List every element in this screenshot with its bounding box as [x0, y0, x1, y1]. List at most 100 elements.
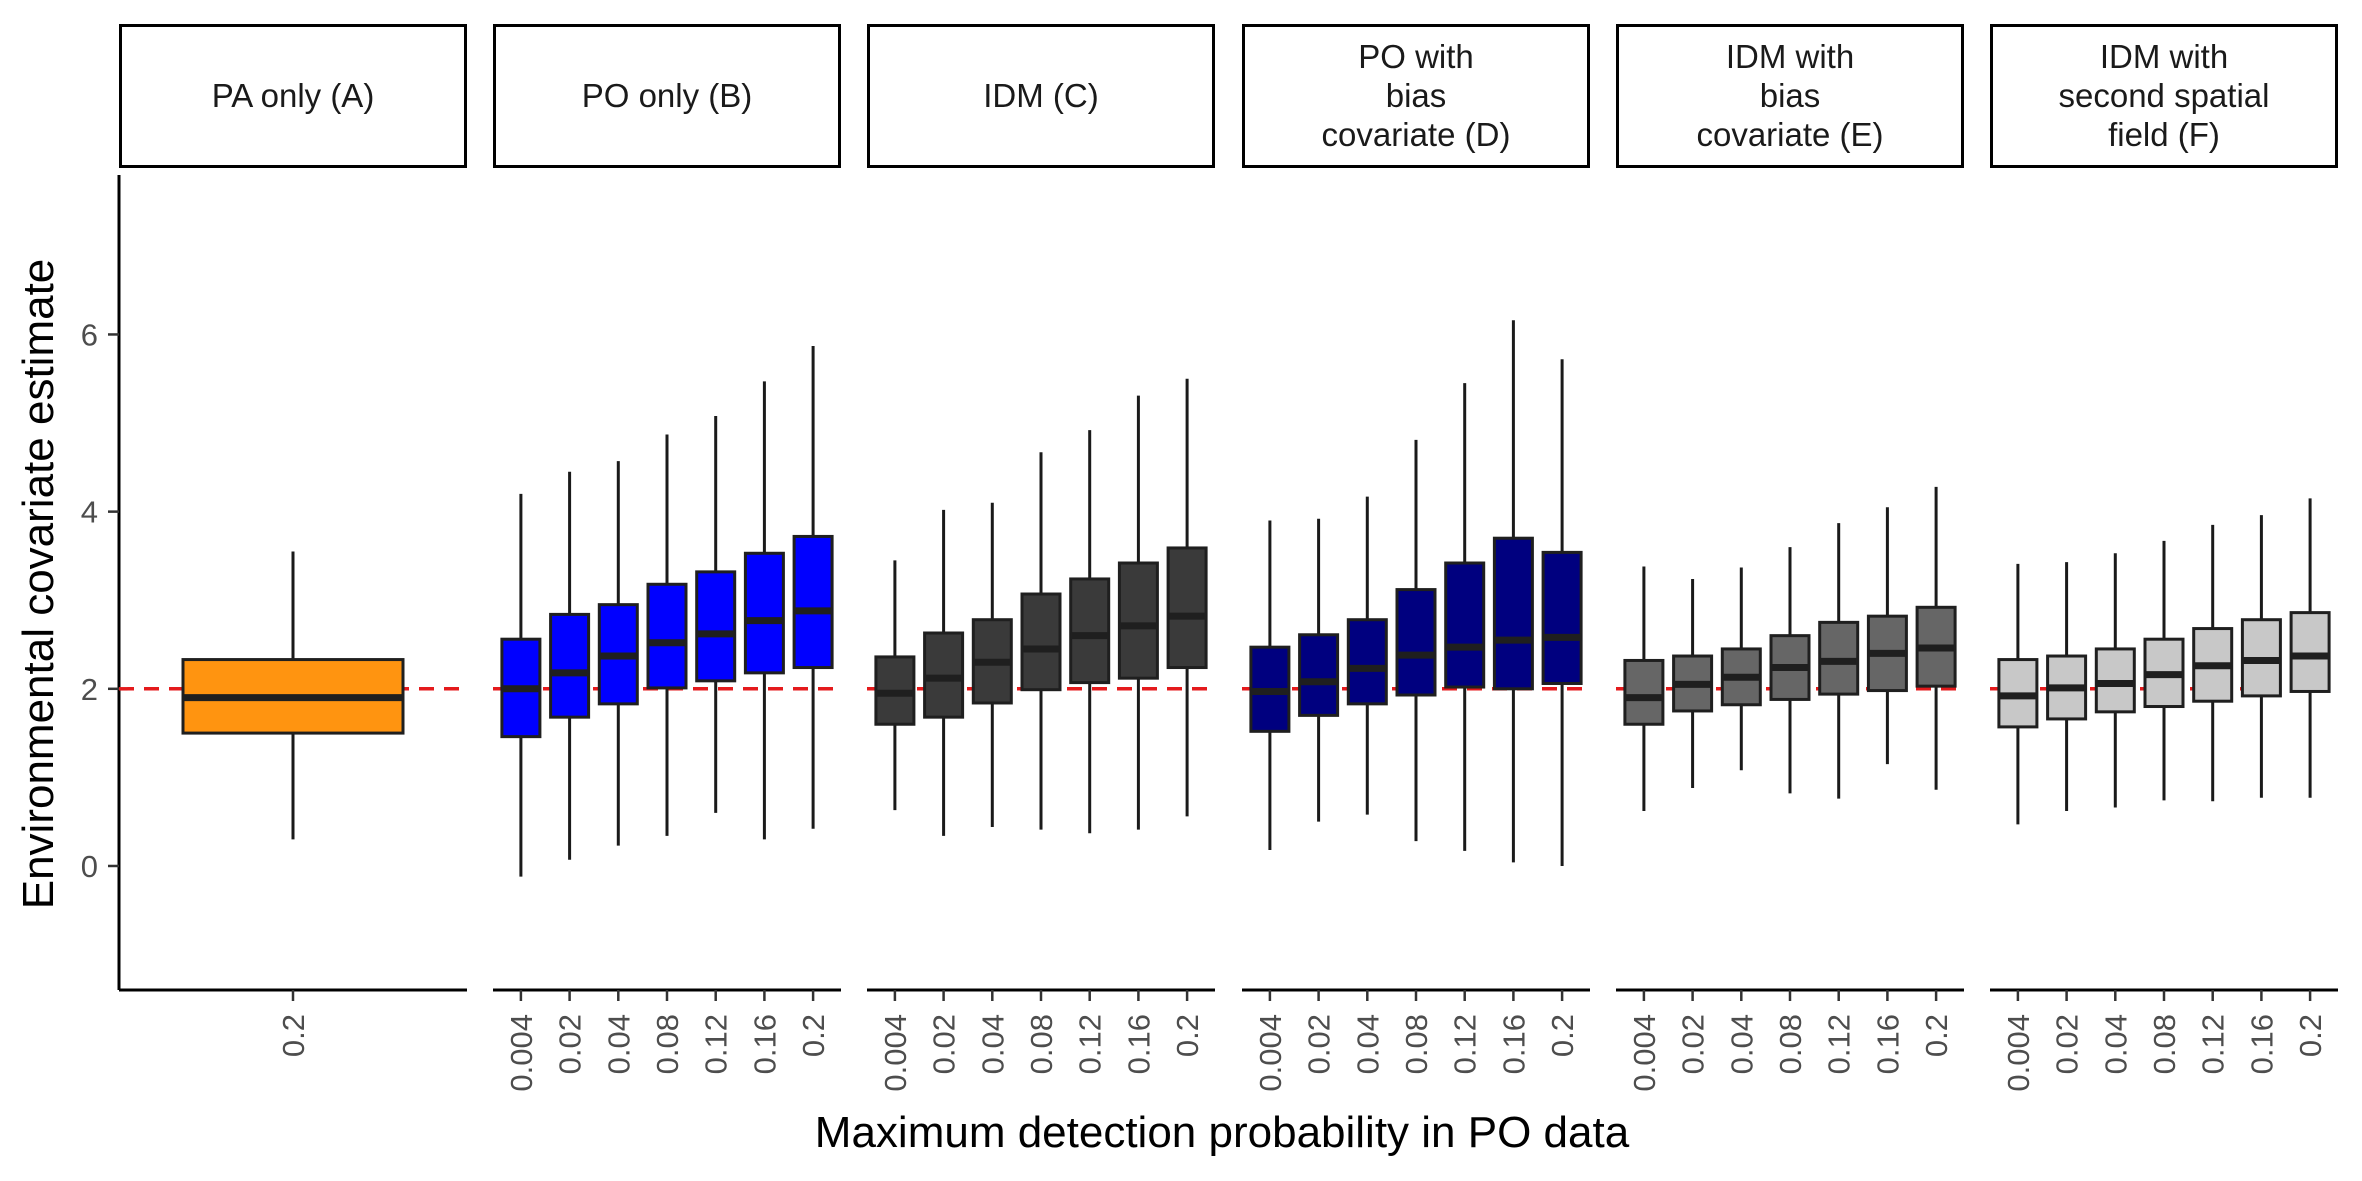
y-axis-title: Environmental covariate estimate: [14, 259, 63, 910]
x-tick-label: 0.08: [1773, 1014, 1808, 1074]
box-item: [1249, 520, 1291, 851]
box-item: [1298, 518, 1340, 822]
box-body: [743, 551, 785, 675]
box-item: [2046, 562, 2088, 812]
box-item: [1915, 486, 1957, 790]
facet-strip-label: covariate (D): [1322, 116, 1511, 153]
box-body: [2289, 611, 2331, 693]
box-item: [2094, 553, 2136, 808]
box-body: [1069, 577, 1111, 685]
x-tick-label: 0.08: [1024, 1014, 1059, 1074]
y-tick-label: 6: [81, 317, 98, 352]
box-item: [1117, 395, 1159, 830]
x-tick-label: 0.2: [276, 1014, 311, 1057]
box-body: [1395, 588, 1437, 697]
box-item: [1069, 430, 1111, 834]
box-item: [646, 434, 688, 836]
box-item: [1997, 563, 2039, 825]
x-tick-label: 0.2: [2293, 1014, 2328, 1057]
x-tick-label: 0.04: [975, 1014, 1010, 1074]
box-item: [2192, 524, 2234, 802]
y-tick-label: 2: [81, 672, 98, 707]
x-tick-label: 0.12: [699, 1014, 734, 1074]
box-item: [1818, 523, 1860, 799]
x-tick-label: 0.16: [1121, 1014, 1156, 1074]
box-item: [2289, 498, 2331, 798]
x-tick-label: 0.16: [1870, 1014, 1905, 1074]
facet-strip-label: PO only (B): [582, 77, 753, 114]
box-item: [1623, 566, 1665, 812]
box-item: [1769, 547, 1811, 794]
facet-strip-label: second spatial: [2059, 77, 2270, 114]
x-tick-label: 0.2: [1170, 1014, 1205, 1057]
box-item: [181, 551, 405, 840]
facet-strip-label: PO with: [1358, 38, 1474, 75]
x-tick-label: 0.02: [927, 1014, 962, 1074]
box-item: [1444, 383, 1486, 851]
x-tick-label: 0.04: [1350, 1014, 1385, 1074]
box-item: [2143, 540, 2185, 801]
box-item: [1166, 378, 1208, 817]
box-body: [1444, 561, 1486, 689]
facet-strip: [1242, 24, 1590, 168]
x-tick-label: 0.02: [2050, 1014, 2085, 1074]
box-item: [1541, 359, 1583, 866]
facet-strip-label: bias: [1760, 77, 1821, 114]
box-item: [1020, 452, 1062, 830]
facet-strip-label: IDM with: [2100, 38, 2228, 75]
facet-strip-label: IDM (C): [983, 77, 1098, 114]
facet-panel: PA only (A) 0.2: [119, 24, 467, 1057]
box-item: [743, 381, 785, 840]
facet-panel: PO only (B) 0.004 0.02 0.04 0.08 0.12 0.16 0.2: [493, 24, 841, 1092]
facet-strip: [1616, 24, 1964, 168]
facet-panels: 0 2 4 6 PA only (A) 0.2 PO only (B) 0.004 0.02 0.…: [81, 24, 2338, 1092]
box-item: [597, 461, 639, 846]
x-tick-label: 0.004: [1627, 1014, 1662, 1092]
x-tick-label: 0.12: [1073, 1014, 1108, 1074]
y-tick-label: 4: [81, 495, 98, 530]
x-tick-label: 0.02: [553, 1014, 588, 1074]
x-tick-label: 0.12: [1822, 1014, 1857, 1074]
x-tick-label: 0.08: [650, 1014, 685, 1074]
box-item: [1492, 320, 1534, 863]
box-body: [1492, 536, 1534, 691]
x-tick-label: 0.2: [796, 1014, 831, 1057]
box-item: [500, 493, 542, 877]
box-item: [792, 345, 834, 829]
facet-strip-label: IDM with: [1726, 38, 1854, 75]
box-body: [646, 582, 688, 690]
box-body: [1346, 618, 1388, 706]
box-body: [792, 534, 834, 670]
x-tick-label: 0.004: [2001, 1014, 2036, 1092]
box-item: [549, 471, 591, 860]
box-body: [1020, 592, 1062, 692]
x-tick-label: 0.02: [1676, 1014, 1711, 1074]
box-item: [1395, 439, 1437, 842]
box-item: [1720, 567, 1762, 771]
box-item: [2240, 515, 2282, 798]
facet-panel: IDM (C) 0.004 0.02 0.04 0.08 0.12 0.16 0.2: [867, 24, 1215, 1092]
box-body: [1117, 561, 1159, 680]
x-tick-label: 0.04: [601, 1014, 636, 1074]
facet-strip-label: bias: [1386, 77, 1447, 114]
box-item: [874, 560, 916, 811]
x-tick-label: 0.004: [1253, 1014, 1288, 1092]
y-tick-label: 0: [81, 849, 98, 884]
facet-strip: [119, 24, 467, 168]
facet-strip: [493, 24, 841, 168]
x-tick-label: 0.16: [2244, 1014, 2279, 1074]
box-item: [923, 509, 965, 836]
x-tick-label: 0.04: [1724, 1014, 1759, 1074]
box-item: [1672, 578, 1714, 789]
x-tick-label: 0.2: [1919, 1014, 1954, 1057]
box-body: [1166, 546, 1208, 670]
x-tick-label: 0.04: [2098, 1014, 2133, 1074]
box-body: [1298, 633, 1340, 717]
x-tick-label: 0.16: [1496, 1014, 1531, 1074]
box-body: [1623, 658, 1665, 726]
facet-strip-label: field (F): [2108, 116, 2220, 153]
x-tick-label: 0.2: [1545, 1014, 1580, 1057]
